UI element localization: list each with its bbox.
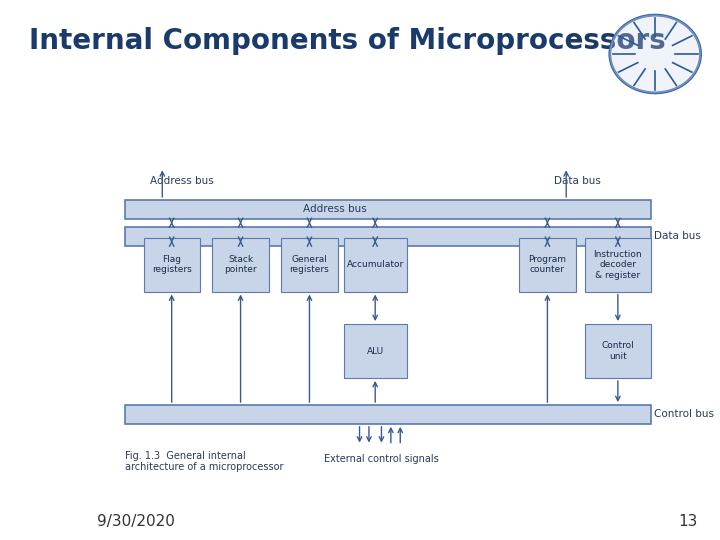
Text: Instruction
decoder
& register: Instruction decoder & register bbox=[593, 249, 642, 280]
Bar bbox=[125, 405, 651, 424]
Text: ALU: ALU bbox=[366, 347, 384, 355]
Text: 9/30/2020: 9/30/2020 bbox=[96, 514, 174, 529]
Bar bbox=[344, 238, 407, 292]
Text: Address bus: Address bus bbox=[302, 204, 366, 214]
Text: Stack
pointer: Stack pointer bbox=[224, 255, 257, 274]
Text: Control
unit: Control unit bbox=[601, 341, 634, 361]
Bar bbox=[212, 238, 269, 292]
Circle shape bbox=[610, 15, 701, 93]
Bar bbox=[282, 238, 338, 292]
Bar bbox=[519, 238, 575, 292]
Bar bbox=[143, 238, 200, 292]
Text: 13: 13 bbox=[678, 514, 698, 529]
Text: Control bus: Control bus bbox=[654, 409, 714, 420]
Text: Program
counter: Program counter bbox=[528, 255, 567, 274]
Text: Data bus: Data bus bbox=[654, 231, 701, 241]
Bar bbox=[585, 238, 651, 292]
Text: General
registers: General registers bbox=[289, 255, 329, 274]
Bar bbox=[585, 324, 651, 378]
Text: Data bus: Data bus bbox=[554, 176, 600, 186]
Bar bbox=[125, 200, 651, 219]
Bar bbox=[125, 227, 651, 246]
Bar bbox=[344, 324, 407, 378]
Text: Flag
registers: Flag registers bbox=[152, 255, 192, 274]
Text: External control signals: External control signals bbox=[324, 454, 438, 464]
Text: Fig. 1.3  General internal
architecture of a microprocessor: Fig. 1.3 General internal architecture o… bbox=[125, 451, 283, 472]
Text: Address bus: Address bus bbox=[150, 176, 214, 186]
Text: Accumulator: Accumulator bbox=[346, 260, 404, 269]
Text: Internal Components of Microprocessors: Internal Components of Microprocessors bbox=[29, 27, 665, 55]
